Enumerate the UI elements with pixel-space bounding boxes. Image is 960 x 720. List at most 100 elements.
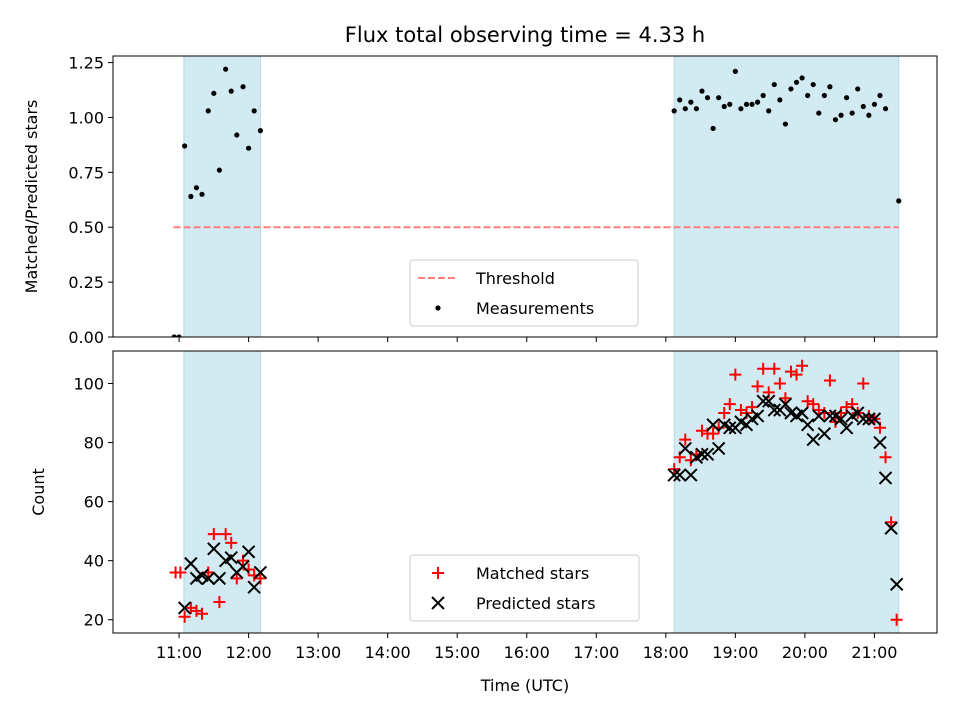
point-0-0-49: [855, 86, 861, 92]
point-1-0-42: [812, 404, 825, 417]
point-1-1-11: [241, 545, 256, 559]
point-0-0-3: [188, 193, 194, 200]
legend-label-0-0: Threshold: [475, 269, 555, 288]
point-1-1-37: [795, 406, 809, 420]
point-1-0-1: [174, 566, 187, 579]
point-1-1-14: [667, 468, 681, 482]
y-tick-label-0-1: 0.25: [68, 273, 104, 292]
point-1-0-2: [178, 610, 191, 623]
point-0-0-13: [245, 145, 252, 151]
y-tick-label-1-0: 20: [84, 611, 104, 630]
point-1-0-41: [807, 398, 820, 411]
series-group-1: [169, 359, 904, 626]
point-1-0-56: [890, 613, 903, 626]
point-0-0-27: [732, 68, 738, 74]
point-1-0-44: [823, 374, 836, 387]
point-1-1-17: [684, 468, 698, 482]
point-0-0-12: [240, 84, 246, 90]
point-0-0-48: [849, 110, 855, 116]
plot-frame-1: [112, 350, 938, 634]
point-0-0-39: [799, 75, 805, 81]
point-0-0-52: [871, 101, 878, 107]
point-0-0-17: [677, 97, 683, 103]
legend-box-0: [409, 259, 639, 327]
point-1-0-26: [723, 398, 736, 411]
point-1-0-38: [790, 368, 803, 381]
point-1-0-5: [196, 607, 209, 620]
point-1-1-6: [212, 571, 227, 586]
point-1-0-39: [796, 359, 809, 372]
point-0-0-35: [777, 97, 783, 103]
point-1-1-40: [812, 409, 826, 423]
observing-window-0-1: [673, 55, 900, 338]
y-tick-label-0-2: 0.50: [68, 218, 104, 237]
point-0-0-55: [896, 198, 902, 204]
observing-window-0-0: [183, 55, 261, 338]
point-0-0-37: [788, 86, 794, 92]
point-1-1-19: [695, 447, 709, 462]
point-1-1-21: [706, 418, 720, 432]
point-1-1-50: [867, 412, 882, 426]
point-0-0-16: [671, 108, 677, 114]
point-0-0-41: [810, 81, 816, 88]
series-group-0: [171, 66, 902, 337]
point-1-1-51: [873, 435, 887, 450]
point-0-0-24: [716, 95, 722, 101]
point-1-0-32: [757, 362, 770, 375]
point-0-0-30: [749, 101, 755, 107]
point-0-0-51: [866, 112, 872, 118]
point-1-1-16: [678, 441, 692, 456]
x-tick-label-9: 20:00: [782, 643, 828, 662]
y-axis-label-1: Count: [29, 468, 48, 516]
y-axis-label-0: Matched/Predicted stars: [22, 100, 41, 294]
point-0-0-7: [211, 90, 217, 96]
point-1-0-8: [213, 595, 226, 608]
point-0-0-28: [738, 106, 744, 112]
point-1-1-4: [201, 571, 215, 586]
point-0-0-54: [882, 106, 889, 112]
legend-0: Threshold Measurements: [409, 259, 639, 327]
point-0-0-44: [827, 84, 833, 90]
point-1-0-7: [207, 528, 220, 541]
point-0-0-1: [176, 334, 182, 337]
x-tick-label-7: 18:00: [643, 643, 689, 662]
point-1-1-34: [778, 397, 793, 411]
y-tick-label-0-3: 0.75: [68, 163, 104, 182]
point-1-0-23: [707, 427, 720, 440]
x-tick-label-8: 19:00: [712, 643, 758, 662]
point-1-1-29: [750, 409, 765, 423]
point-1-0-28: [734, 404, 747, 417]
point-0-0-46: [838, 112, 844, 118]
point-1-0-18: [679, 433, 692, 446]
y-tick-label-0-4: 1.00: [68, 108, 104, 127]
legend-1: Matched stars Predicted stars: [409, 554, 640, 622]
point-1-0-4: [190, 604, 203, 617]
point-0-0-22: [704, 95, 711, 101]
point-1-1-44: [834, 412, 848, 426]
point-1-1-32: [767, 403, 781, 417]
point-0-0-34: [771, 81, 777, 88]
point-1-1-52: [878, 471, 893, 485]
x-tick-label-3: 14:00: [365, 643, 411, 662]
point-1-1-13: [253, 565, 268, 580]
ratio-panel: 0.00 0.25 0.50 0.75 1.00 1.25 Matched/Predicte…: [22, 54, 938, 347]
point-1-0-54: [879, 451, 892, 464]
legend-swatch-0-1: [435, 305, 441, 311]
legend-label-1-1: Predicted stars: [476, 594, 596, 613]
point-0-0-45: [832, 117, 839, 123]
point-1-1-38: [800, 418, 815, 432]
point-0-0-38: [793, 79, 800, 85]
point-0-0-6: [205, 108, 211, 114]
point-1-1-20: [700, 447, 715, 462]
point-0-0-10: [228, 88, 234, 94]
point-0-0-8: [216, 167, 222, 173]
point-1-0-21: [695, 424, 708, 437]
point-1-0-31: [751, 380, 764, 393]
point-0-0-0: [171, 334, 177, 337]
point-1-0-27: [729, 368, 742, 381]
point-1-1-48: [856, 412, 870, 426]
point-1-0-35: [773, 377, 786, 390]
point-1-1-15: [673, 468, 687, 482]
x-tick-label-6: 17:00: [573, 643, 619, 662]
